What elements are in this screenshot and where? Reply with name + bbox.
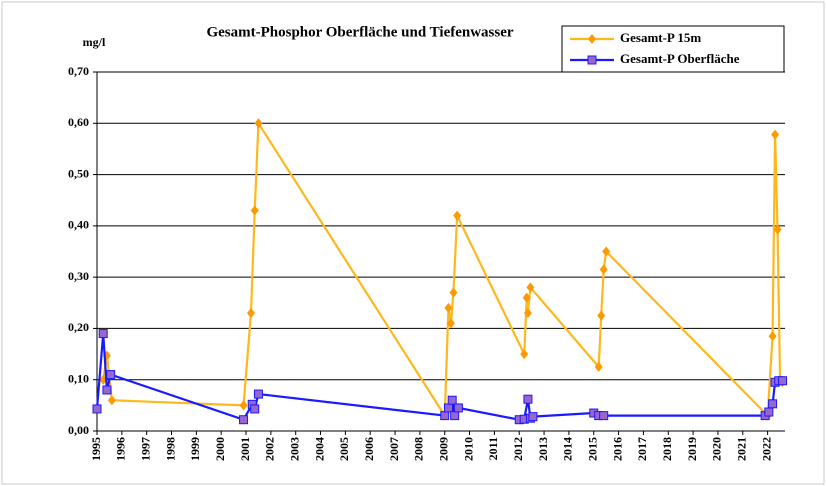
series-line bbox=[102, 119, 784, 420]
marker bbox=[92, 404, 102, 414]
x-tick-label: 2004 bbox=[312, 437, 326, 461]
x-tick-label: 2009 bbox=[436, 437, 450, 461]
y-tick-label: 0,50 bbox=[68, 166, 89, 180]
legend-box bbox=[561, 25, 785, 73]
y-tick-label: 0,20 bbox=[68, 320, 89, 334]
marker bbox=[602, 246, 611, 257]
y-tick-label: 0,40 bbox=[68, 218, 89, 232]
marker bbox=[773, 224, 782, 235]
x-tick-label: 2000 bbox=[213, 437, 227, 461]
x-tick-label: 2012 bbox=[511, 437, 525, 461]
y-tick-label: 0,30 bbox=[68, 269, 89, 283]
x-tick-label: 1995 bbox=[89, 437, 103, 461]
y-tick-label: 0,70 bbox=[68, 64, 89, 78]
marker bbox=[450, 411, 460, 421]
marker bbox=[106, 370, 116, 380]
x-tick-label: 2010 bbox=[461, 437, 475, 461]
marker bbox=[246, 308, 255, 319]
legend-marker bbox=[587, 55, 597, 65]
x-tick-label: 2002 bbox=[263, 437, 277, 461]
x-tick-label: 1997 bbox=[138, 437, 152, 461]
y-axis-label: mg/l bbox=[83, 35, 106, 49]
marker bbox=[107, 395, 116, 406]
marker bbox=[768, 331, 777, 342]
x-tick-label: 2003 bbox=[287, 437, 301, 461]
x-tick-label: 2017 bbox=[635, 437, 649, 461]
x-tick-label: 2005 bbox=[337, 437, 351, 461]
x-tick-label: 2014 bbox=[561, 437, 575, 461]
y-tick-label: 0,10 bbox=[68, 371, 89, 385]
marker bbox=[449, 287, 458, 298]
marker bbox=[253, 389, 263, 399]
marker bbox=[526, 282, 535, 293]
marker bbox=[522, 292, 531, 303]
marker bbox=[523, 394, 533, 404]
marker bbox=[594, 361, 603, 372]
marker bbox=[239, 400, 248, 411]
marker bbox=[453, 210, 462, 221]
x-tick-label: 2007 bbox=[387, 437, 401, 461]
legend-label: Gesamt-P 15m bbox=[620, 30, 701, 45]
x-tick-label: 2021 bbox=[735, 437, 749, 461]
marker bbox=[446, 318, 455, 329]
marker bbox=[597, 310, 606, 321]
y-tick-label: 0,60 bbox=[68, 115, 89, 129]
marker bbox=[453, 403, 463, 413]
marker bbox=[771, 129, 780, 140]
y-tick-label: 0,00 bbox=[68, 423, 89, 437]
x-tick-label: 1996 bbox=[114, 437, 128, 461]
marker bbox=[447, 395, 457, 405]
marker bbox=[778, 376, 788, 386]
marker bbox=[250, 404, 260, 414]
marker bbox=[444, 302, 453, 313]
marker bbox=[440, 411, 450, 421]
marker bbox=[102, 385, 112, 395]
marker bbox=[98, 329, 108, 339]
x-tick-label: 2016 bbox=[610, 437, 624, 461]
marker bbox=[250, 205, 259, 216]
x-tick-label: 2011 bbox=[486, 437, 500, 460]
marker bbox=[520, 349, 529, 360]
x-tick-label: 2001 bbox=[238, 437, 252, 461]
x-tick-label: 2006 bbox=[362, 437, 376, 461]
x-tick-label: 2019 bbox=[685, 437, 699, 461]
marker bbox=[523, 308, 532, 319]
marker bbox=[528, 412, 538, 422]
x-tick-label: 2020 bbox=[710, 437, 724, 461]
x-tick-label: 1999 bbox=[188, 437, 202, 461]
legend-marker bbox=[588, 34, 596, 44]
marker bbox=[764, 407, 774, 417]
x-tick-label: 2018 bbox=[660, 437, 674, 461]
marker bbox=[599, 264, 608, 275]
x-tick-label: 1998 bbox=[163, 437, 177, 461]
marker bbox=[254, 118, 263, 129]
marker bbox=[599, 411, 609, 421]
x-tick-label: 2022 bbox=[759, 437, 773, 461]
x-tick-label: 2015 bbox=[586, 437, 600, 461]
x-tick-label: 2013 bbox=[536, 437, 550, 461]
marker bbox=[239, 415, 249, 425]
chart-title: Gesamt-Phosphor Oberfläche und Tiefenwas… bbox=[206, 24, 513, 40]
legend-label: Gesamt-P Oberfläche bbox=[620, 51, 740, 66]
marker bbox=[443, 403, 453, 413]
marker bbox=[768, 399, 778, 409]
x-tick-label: 2008 bbox=[412, 437, 426, 461]
